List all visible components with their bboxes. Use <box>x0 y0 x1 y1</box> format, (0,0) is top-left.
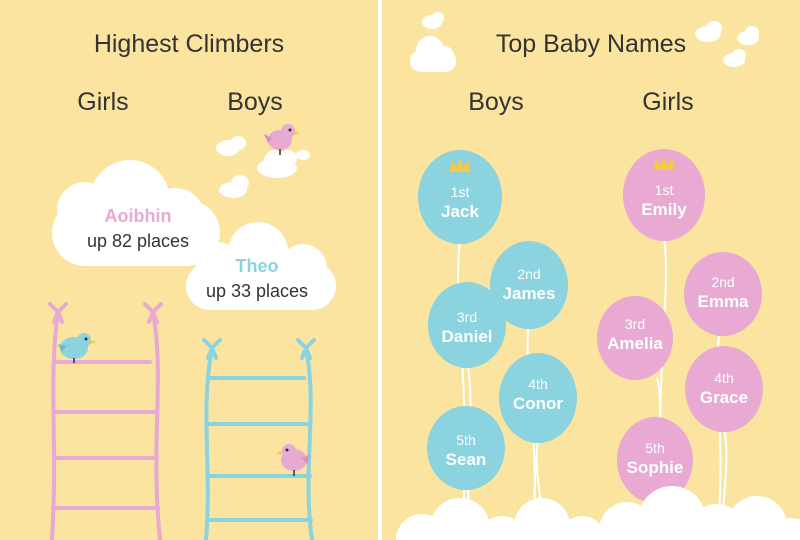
blue-ladder-icon <box>202 338 316 540</box>
rank-label: 2nd <box>711 274 735 290</box>
rank-label: 2nd <box>517 266 541 282</box>
bottom-clouds <box>396 486 800 540</box>
balloon-boys-3-icon <box>428 282 506 368</box>
boy-name-2: 2nd James <box>481 266 577 304</box>
baby-name: Grace <box>699 388 749 407</box>
boy-climber: Theo up 33 places <box>206 256 308 302</box>
boy-name-1: 1st Jack <box>412 184 508 222</box>
small-cloud-icon <box>296 150 310 160</box>
highest-climbers-panel: Highest Climbers Girls Boys Aoibhin up 8… <box>0 0 378 540</box>
baby-name: Conor <box>512 394 564 413</box>
rank-label: 1st <box>450 184 470 200</box>
girls-label: Girls <box>642 88 694 116</box>
baby-name: Amelia <box>607 334 663 353</box>
small-cloud-icon <box>723 49 746 67</box>
cloud-icon <box>410 36 456 72</box>
cloud-icon <box>186 222 336 310</box>
girl-climber-name: Aoibhin <box>104 206 172 226</box>
rank-label: 1st <box>654 182 674 198</box>
small-cloud-icon <box>216 136 246 156</box>
top-baby-names-artwork <box>396 12 800 540</box>
panel-divider <box>378 0 382 540</box>
top-baby-names-panel: Top Baby Names Boys Girls 1st Jack 2nd J… <box>382 0 800 540</box>
boys-label: Boys <box>468 88 524 116</box>
rank-label: 4th <box>714 370 734 386</box>
boy-name-5: 5th Sean <box>418 432 514 470</box>
pink-bird-icon <box>276 444 310 476</box>
small-cloud-icon <box>219 175 249 198</box>
girl-name-4: 4th Grace <box>676 370 772 408</box>
pink-ladder-icon <box>48 302 163 540</box>
girl-climber-detail: up 82 places <box>86 231 190 251</box>
boy-name-4: 4th Conor <box>490 376 586 414</box>
balloon-boys-2-icon <box>490 241 568 329</box>
boy-name-3: 3rd Daniel <box>419 309 515 347</box>
baby-name: Emily <box>641 200 687 219</box>
baby-name: Jack <box>441 202 479 221</box>
small-cloud-icon <box>737 26 759 45</box>
crown-icon <box>653 156 675 170</box>
balloon-girls-1-icon <box>623 149 705 241</box>
balloon-girls-2-icon <box>684 252 762 336</box>
boy-climber-name: Theo <box>235 256 279 276</box>
rank-label: 3rd <box>456 309 478 325</box>
balloon-girls-4-icon <box>685 346 763 432</box>
girl-name-3: 3rd Amelia <box>587 316 683 354</box>
balloon-boys-5-icon <box>427 406 505 490</box>
balloon-boys-1-icon <box>418 150 502 244</box>
baby-name: Emma <box>697 292 749 311</box>
rank-label: 5th <box>456 432 476 448</box>
girl-name-2: 2nd Emma <box>675 274 771 312</box>
balloon-girls-3-icon <box>597 296 673 380</box>
pink-bird-icon <box>264 124 300 155</box>
baby-name: Daniel <box>441 327 493 346</box>
crown-icon <box>449 158 471 172</box>
cloud-icon <box>52 160 220 266</box>
rank-label: 5th <box>645 440 665 456</box>
boys-label: Boys <box>227 88 283 116</box>
small-cloud-icon <box>695 21 722 42</box>
girl-name-5: 5th Sophie <box>607 440 703 478</box>
highest-climbers-artwork <box>48 124 336 540</box>
girl-climber: Aoibhin up 82 places <box>87 206 189 252</box>
small-cloud-icon <box>422 12 444 29</box>
boy-climber-detail: up 33 places <box>205 281 309 301</box>
rank-label: 4th <box>528 376 548 392</box>
girls-label: Girls <box>77 88 129 116</box>
small-cloud-icon <box>257 150 297 178</box>
baby-name: James <box>502 284 556 303</box>
balloon-boys-4-icon <box>499 353 577 443</box>
top-baby-names-title: Top Baby Names <box>495 30 687 58</box>
baby-name: Sean <box>445 450 487 469</box>
girl-name-1: 1st Emily <box>616 182 712 220</box>
baby-name: Sophie <box>626 458 684 477</box>
rank-label: 3rd <box>624 316 646 332</box>
blue-bird-icon <box>58 333 96 363</box>
highest-climbers-title: Highest Climbers <box>93 30 285 58</box>
